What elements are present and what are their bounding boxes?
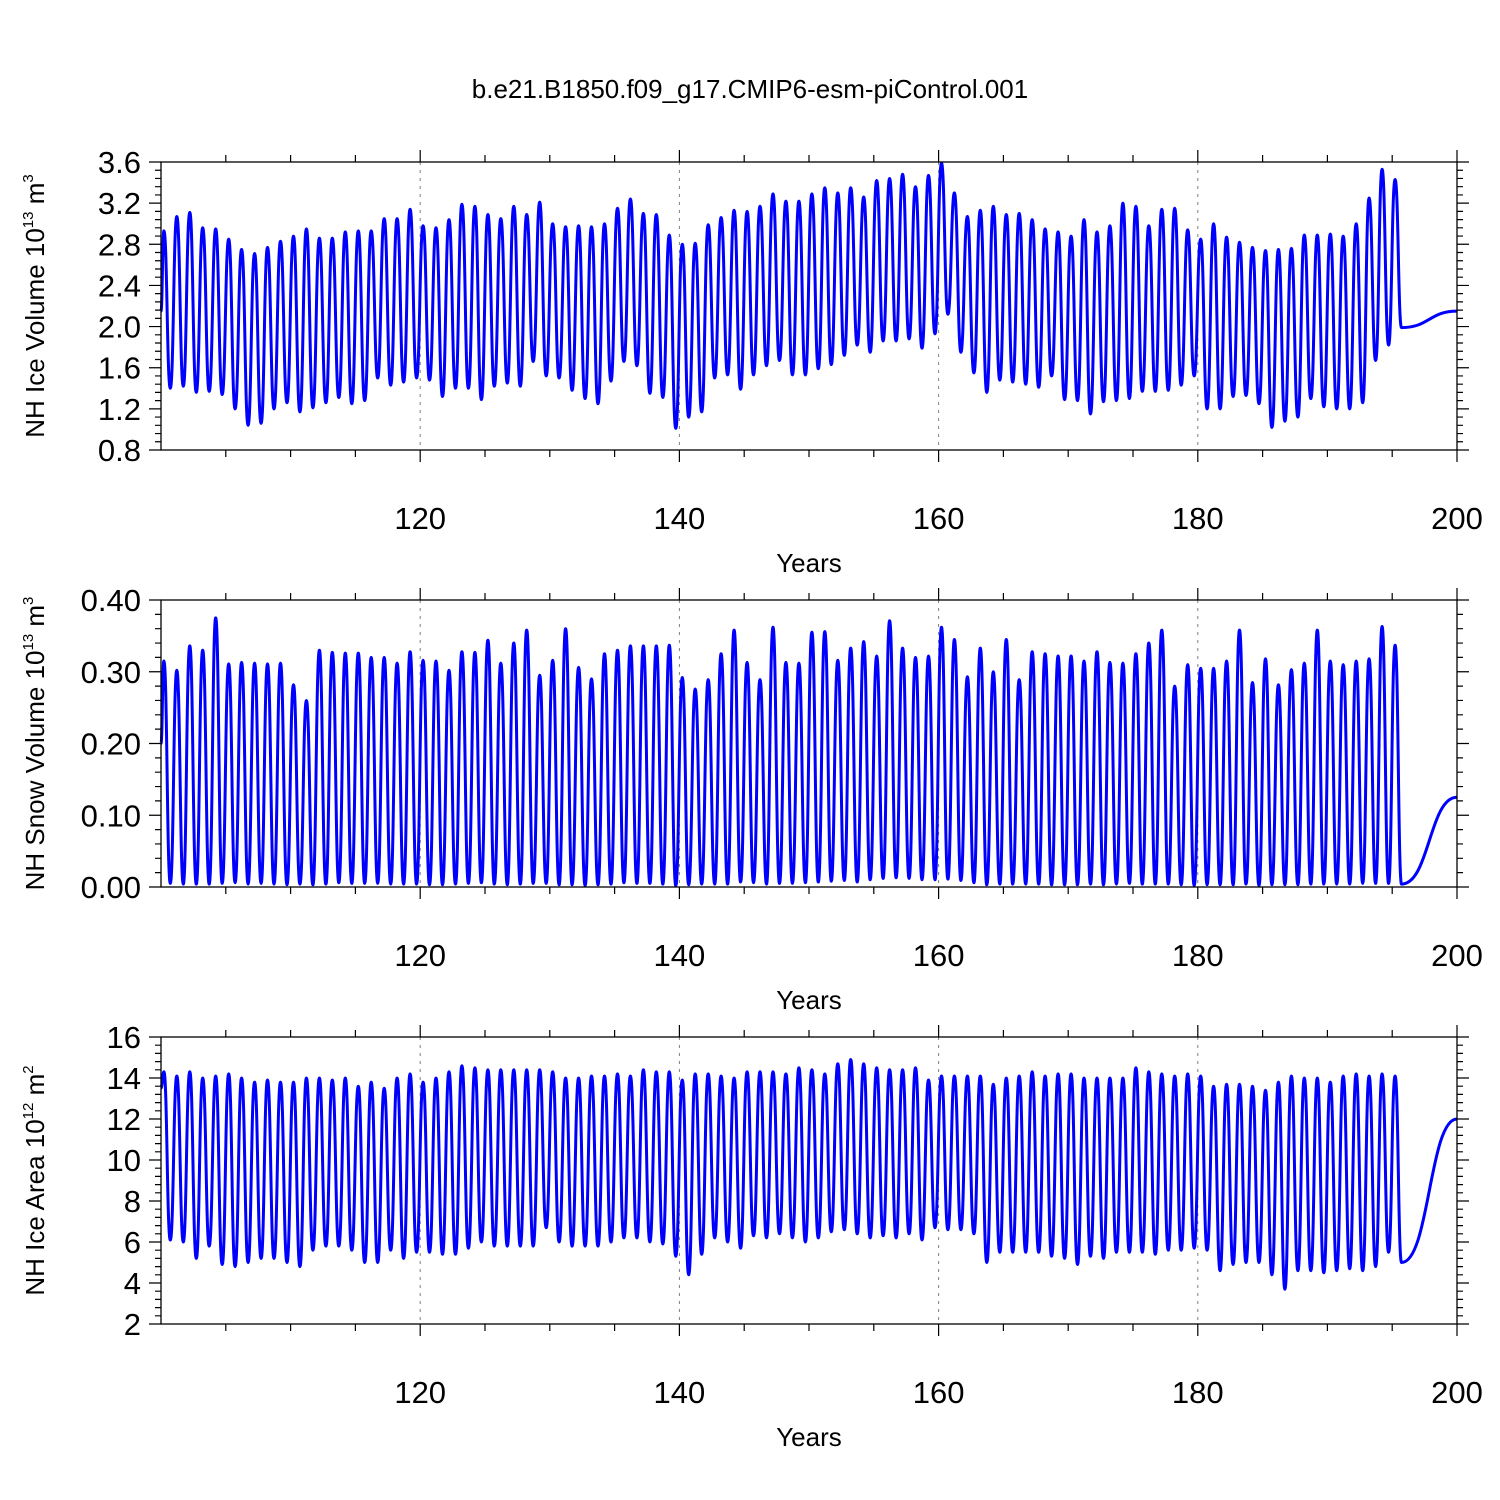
x-tick-label: 120: [394, 1375, 446, 1410]
ticks: [149, 588, 1469, 899]
y-tick-label: 0.00: [81, 870, 141, 905]
x-tick-label: 200: [1431, 501, 1483, 536]
x-tick-label: 120: [394, 501, 446, 536]
y-tick-label: 2.0: [98, 310, 141, 345]
y-tick-label: 0.8: [98, 433, 141, 468]
y-tick-label: 14: [107, 1061, 141, 1096]
x-tick-label: 140: [654, 1375, 706, 1410]
y-tick-label: 0.20: [81, 727, 141, 762]
y-axis-label: NH Ice Volume 1013 m3: [20, 174, 50, 437]
x-tick-label: 200: [1431, 938, 1483, 973]
y-axis-label-unit: m: [20, 605, 50, 634]
panel-ice-area: 2 4 6 8 10 12 14 16 120 140 160 180 200 Years NH Ic…: [20, 1020, 1483, 1452]
y-tick-labels: 0.8 1.2 1.6 2.0 2.4 2.8 3.2 3.6: [98, 145, 141, 468]
x-axis-label: Years: [776, 1422, 842, 1452]
x-tick-labels: 120 140 160 180 200: [394, 938, 1483, 973]
y-tick-label: 8: [124, 1184, 141, 1219]
y-axis-label-text: NH Ice Volume 10: [20, 228, 50, 438]
y-tick-label: 12: [107, 1102, 141, 1137]
panel-snow-volume: 0.00 0.10 0.20 0.30 0.40 120 140 160 180 200 Yea…: [20, 583, 1483, 1015]
y-tick-label: 2.8: [98, 227, 141, 262]
y-axis-label-exponent: 13: [20, 634, 37, 651]
x-axis-label: Years: [776, 985, 842, 1015]
y-tick-label: 2: [124, 1307, 141, 1342]
ticks: [149, 1025, 1469, 1336]
y-axis-label-unit-exponent: 3: [20, 174, 37, 182]
y-tick-label: 6: [124, 1225, 141, 1260]
x-tick-label: 160: [913, 501, 965, 536]
data-line-ice-area: [159, 1058, 1458, 1291]
y-tick-label: 10: [107, 1143, 141, 1178]
x-tick-label: 140: [654, 501, 706, 536]
y-axis-label-unit: m: [20, 183, 50, 212]
y-tick-label: 16: [107, 1020, 141, 1055]
x-tick-labels: 120 140 160 180 200: [394, 501, 1483, 536]
data-line-ice-volume: [159, 161, 1458, 430]
y-tick-label: 3.2: [98, 186, 141, 221]
y-axis-label: NH Snow Volume 1013 m3: [20, 597, 50, 891]
x-tick-labels: 120 140 160 180 200: [394, 1375, 1483, 1410]
y-tick-label: 4: [124, 1266, 141, 1301]
y-axis-label-exponent: 12: [20, 1103, 37, 1120]
x-tick-label: 120: [394, 938, 446, 973]
y-tick-label: 1.6: [98, 351, 141, 386]
panel-ice-volume: 0.8 1.2 1.6 2.0 2.4 2.8 3.2 3.6 120 140 160 180 200…: [20, 145, 1483, 578]
y-axis-label-text: NH Snow Volume 10: [20, 651, 50, 891]
x-tick-label: 160: [913, 938, 965, 973]
x-tick-label: 180: [1172, 501, 1224, 536]
y-tick-label: 2.4: [98, 268, 141, 303]
data-line-snow-volume: [159, 616, 1458, 888]
x-tick-label: 180: [1172, 1375, 1224, 1410]
x-tick-label: 140: [654, 938, 706, 973]
y-tick-labels: 0.00 0.10 0.20 0.30 0.40: [81, 583, 141, 905]
y-tick-labels: 2 4 6 8 10 12 14 16: [107, 1020, 141, 1342]
y-tick-label: 0.40: [81, 583, 141, 618]
y-axis-label-text: NH Ice Area 10: [20, 1119, 50, 1295]
y-axis-label: NH Ice Area 1012 m2: [20, 1065, 50, 1295]
x-tick-label: 200: [1431, 1375, 1483, 1410]
y-axis-label-unit-exponent: 3: [20, 597, 37, 605]
y-tick-label: 1.2: [98, 392, 141, 427]
tick-marks: [149, 588, 1469, 899]
y-tick-label: 0.30: [81, 655, 141, 690]
x-axis-label: Years: [776, 548, 842, 578]
y-tick-label: 0.10: [81, 798, 141, 833]
y-axis-label-unit-exponent: 2: [20, 1065, 37, 1073]
tick-marks: [149, 1025, 1469, 1336]
y-axis-label-exponent: 13: [20, 211, 37, 228]
tick-marks: [149, 150, 1469, 462]
y-axis-label-unit: m: [20, 1074, 50, 1103]
y-tick-label: 3.6: [98, 145, 141, 180]
figure-title: b.e21.B1850.f09_g17.CMIP6-esm-piControl.…: [472, 74, 1028, 104]
x-tick-label: 180: [1172, 938, 1224, 973]
ticks: [149, 150, 1469, 462]
x-tick-label: 160: [913, 1375, 965, 1410]
